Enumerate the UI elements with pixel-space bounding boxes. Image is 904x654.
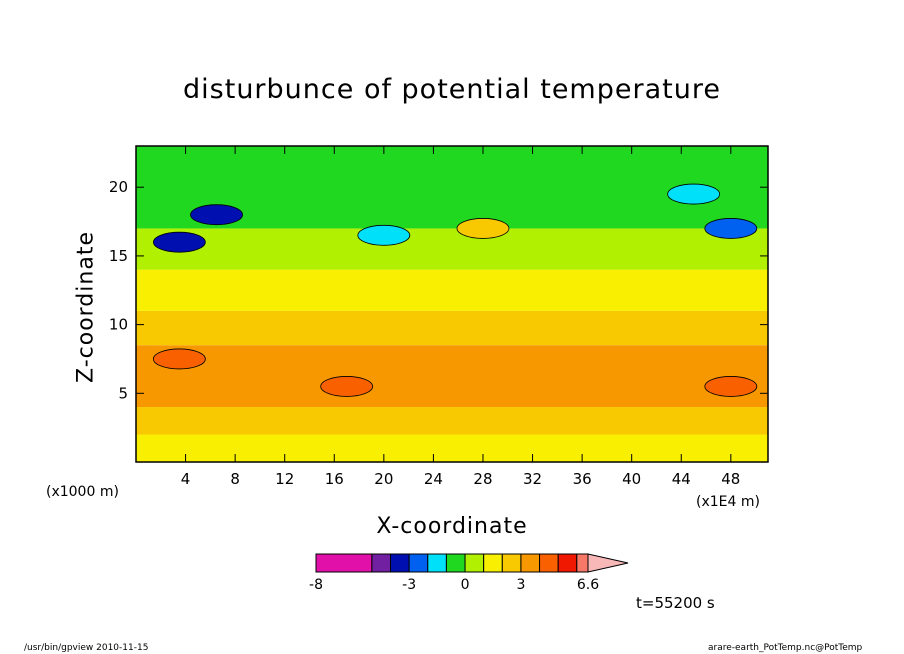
field-feature	[456, 218, 510, 239]
colorbar-bin	[557, 553, 578, 573]
field-feature	[152, 231, 206, 253]
x-tick-label: 40	[622, 470, 641, 488]
y-tick-label: 10	[109, 316, 128, 334]
field-feature	[704, 218, 758, 239]
field-band	[136, 310, 768, 346]
plot-frame	[135, 145, 769, 463]
y-tick-label: 15	[109, 247, 128, 265]
colorbar-bin	[427, 553, 447, 573]
x-tick-label: 4	[181, 470, 191, 488]
colorbar-bin	[371, 553, 392, 573]
field-feature	[152, 348, 206, 370]
chart-title: disturbunce of potential temperature	[183, 74, 721, 105]
x-tick-label: 48	[721, 470, 740, 488]
x-tick-label: 32	[523, 470, 542, 488]
field-band	[136, 228, 768, 270]
x-tick-label: 16	[325, 470, 344, 488]
x-tick-label: 20	[374, 470, 393, 488]
field-feature	[704, 376, 758, 397]
x-tick-label: 36	[573, 470, 592, 488]
field-band	[136, 407, 768, 435]
colorbar-bin	[390, 553, 410, 573]
colorbar-tick-label: 3	[516, 577, 525, 593]
colorbar-bin	[576, 553, 589, 573]
x-unit-left: (x1000 m)	[46, 484, 119, 500]
field-feature	[190, 204, 243, 226]
x-unit-right: (x1E4 m)	[696, 494, 760, 510]
x-tick-label: 28	[473, 470, 492, 488]
colorbar-bin	[315, 553, 373, 573]
field-band	[136, 345, 768, 408]
colorbar-tick-label: -3	[402, 577, 416, 593]
x-tick-label: 24	[424, 470, 443, 488]
colorbar-bin	[464, 553, 485, 573]
colorbar-bin	[501, 553, 522, 573]
x-tick-label: 8	[230, 470, 240, 488]
colorbar-extend-arrow	[587, 553, 629, 573]
footer-program-date: /usr/bin/gpview 2010-11-15	[24, 643, 149, 653]
field-feature	[357, 224, 411, 246]
colorbar-bin	[445, 553, 466, 573]
colorbar: -8 -3 0 3 6.6	[309, 553, 629, 593]
colorbar-tick-label: -8	[309, 577, 323, 593]
x-axis-label: X-coordinate	[376, 514, 528, 539]
field-band	[136, 269, 768, 311]
y-tick-label: 5	[118, 384, 128, 402]
colorbar-tick-label: 0	[461, 577, 470, 593]
time-readout: t=55200 s	[636, 594, 715, 612]
field-feature	[667, 183, 721, 205]
x-tick-label: 12	[275, 470, 294, 488]
x-tick-label: 44	[672, 470, 691, 488]
field-band	[136, 434, 768, 462]
colorbar-bin	[520, 553, 541, 573]
field-feature	[320, 376, 374, 397]
y-tick-label: 20	[109, 178, 128, 196]
field-layer	[136, 146, 768, 462]
colorbar-bin	[408, 553, 429, 573]
colorbar-bin	[483, 553, 503, 573]
footer-source: arare-earth_PotTemp.nc@PotTemp	[708, 643, 863, 653]
colorbar-tick-label: 6.6	[577, 577, 599, 593]
colorbar-bin	[539, 553, 559, 573]
